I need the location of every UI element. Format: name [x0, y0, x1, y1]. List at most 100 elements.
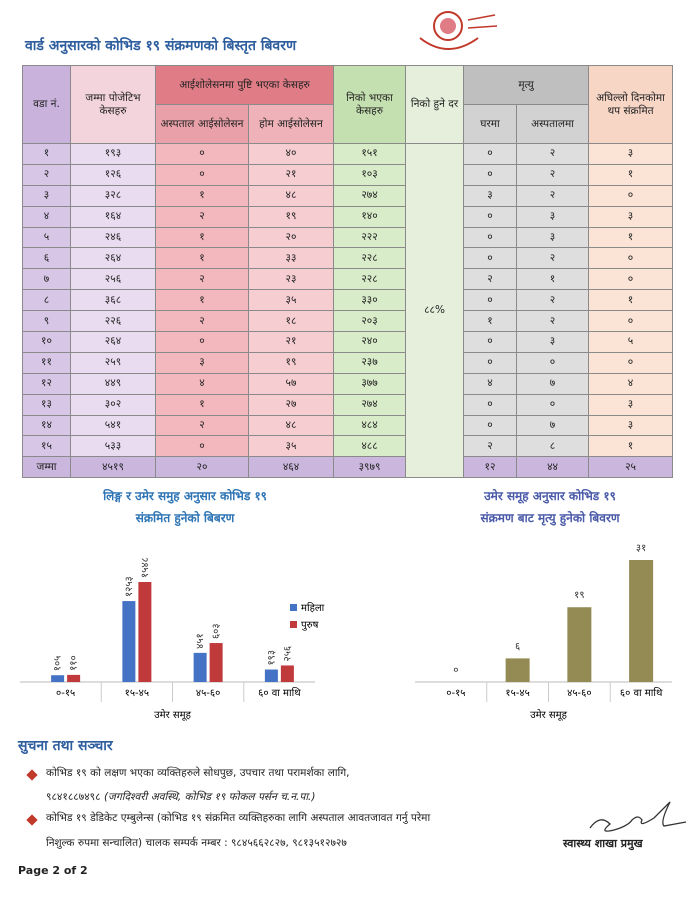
data-label: ११०	[69, 655, 80, 671]
table-cell: ४८	[247, 414, 335, 437]
table-cell: २५	[588, 456, 674, 479]
document-title: वार्ड अनुसारको कोभिड १९ संक्रमणको बिस्तृ…	[25, 38, 297, 54]
notice-text: कोभिड १९ को लक्षण भएका व्यक्तिहरुले सोधप…	[46, 767, 350, 779]
table-cell: २०	[155, 456, 249, 479]
table-row: ६ २६४ १ ३३ २२८ ० २ ०	[22, 247, 674, 270]
table-cell: ७	[516, 372, 590, 395]
table-cell: ३९७९	[333, 456, 407, 479]
header-cell: होम आईसोलेसन	[247, 104, 335, 144]
table-cell: ११	[22, 351, 71, 374]
table-cell: ७	[22, 268, 71, 291]
table-cell: ०	[463, 247, 518, 270]
chart-title: लिङ्ग र उमेर समुह अनुसार कोभिड १९	[102, 489, 267, 504]
table-cell: ३६८	[70, 289, 156, 312]
total-row: जम्मा ४५१९ २० ४६४ ३९७९ १२ ४४ २५	[22, 456, 674, 479]
x-tick-label: ४५-६०	[196, 688, 220, 699]
table-cell: ०	[463, 331, 518, 353]
data-label: ०	[453, 665, 458, 676]
chart-subtitle: संक्रमण बाट मृत्यु हुनेको बिवरण	[479, 511, 620, 527]
table-cell: २२८	[333, 247, 407, 270]
data-label: ४५१	[195, 633, 206, 649]
x-tick-label: १५-४५	[125, 688, 149, 699]
table-cell: ०	[463, 226, 518, 249]
table-cell: १	[155, 393, 249, 416]
table-cell: ०	[463, 205, 518, 228]
ward-table: वडा नं. जम्मा पोजेटिभ केसहरु आईशोलेसनमा …	[22, 65, 674, 479]
table-row: १२ ४४९ ४ ५७ ३७७ ४ ७ ४	[22, 372, 674, 395]
table-cell: ८	[516, 435, 590, 458]
table-cell: १०३	[333, 163, 407, 186]
table-cell: ३	[516, 205, 590, 228]
header-cell: अघिल्लो दिनकोमा थप संक्रमित	[588, 65, 674, 144]
bar	[629, 560, 654, 682]
data-label: ३१	[636, 543, 646, 554]
table-cell: ४	[588, 372, 674, 395]
bar	[567, 607, 592, 682]
table-cell: १२	[22, 372, 71, 395]
x-tick-label: ६० वा माथि	[620, 687, 663, 699]
table-cell: जम्मा	[22, 456, 71, 479]
table-cell: १३	[22, 393, 71, 416]
table-cell: ०	[463, 351, 518, 374]
table-cell: १२६	[70, 163, 156, 186]
data-label: १०५	[53, 656, 64, 672]
table-cell: २७४	[333, 393, 407, 416]
table-row: ८ ३६८ १ ३५ ३३० ० २ १	[22, 289, 674, 312]
footer: Page 2 of 2	[18, 864, 88, 877]
table-cell: २५९	[70, 351, 156, 374]
table-row: ३ ३२८ १ ४८ २७४ ३ २ ०	[22, 184, 674, 207]
data-label: १९३	[266, 650, 277, 666]
table-cell: ३३	[247, 247, 335, 270]
bar	[280, 665, 294, 682]
header-cell: अस्पतालमा	[516, 104, 590, 144]
x-tick-label: ०-१५	[446, 688, 465, 699]
table-cell: ४८	[247, 184, 335, 207]
table-cell: १	[588, 226, 674, 249]
table-cell: ३	[516, 226, 590, 249]
table-row: ११ २५९ ३ १९ २३७ ० ० ०	[22, 351, 674, 374]
table-row: ७ २५६ २ २३ २२८ २ १ ०	[22, 268, 674, 291]
table-cell: १९	[247, 351, 335, 374]
table-cell: २	[516, 184, 590, 207]
table-cell: ४४९	[70, 372, 156, 395]
table-cell: २०३	[333, 310, 407, 333]
bar	[51, 675, 65, 682]
table-cell: ०	[516, 351, 590, 374]
table-cell: ४५१९	[70, 456, 156, 479]
table-cell: ३३०	[333, 289, 407, 312]
table-cell: २५६	[70, 268, 156, 291]
table-cell: ४०	[247, 143, 335, 165]
table-cell: ३	[588, 414, 674, 437]
table-cell: २२६	[70, 310, 156, 333]
table-cell: ३	[588, 393, 674, 416]
table-cell: २०	[247, 226, 335, 249]
data-label: १५४८	[140, 557, 151, 578]
table-cell: ०	[463, 143, 518, 165]
table-cell: ३२८	[70, 184, 156, 207]
table-cell: ७	[516, 414, 590, 437]
table-cell: २७४	[333, 184, 407, 207]
table-cell: १९	[247, 205, 335, 228]
table-cell: १	[588, 289, 674, 312]
table-cell: ०	[516, 393, 590, 416]
table-cell: ०	[155, 435, 249, 458]
table-cell: ६	[22, 247, 71, 270]
legend-swatch	[290, 621, 297, 628]
signature: स्वास्थ्य शाखा प्रमुख	[563, 837, 643, 850]
table-row: ५ २४६ १ २० २२२ ० ३ १	[22, 226, 674, 249]
note: (जगदिश्वरी अवस्थि, कोभिड १९ फोकल पर्सन च…	[103, 791, 316, 803]
table-cell: १	[155, 226, 249, 249]
table-cell: २६४	[70, 331, 156, 353]
header-cell: वडा नं.	[22, 65, 71, 144]
table-cell: ५	[22, 226, 71, 249]
table-cell: ४८४	[333, 414, 407, 437]
table-cell: १४	[22, 414, 71, 437]
header-cell: निको हुने दर	[405, 65, 465, 144]
table-cell: ८८%	[405, 142, 465, 479]
x-axis-label: उमेर समूह	[154, 709, 191, 721]
table-cell: ३	[588, 143, 674, 165]
logo	[419, 11, 498, 50]
table-cell: ३	[516, 331, 590, 353]
table-cell: ३५	[247, 289, 335, 312]
